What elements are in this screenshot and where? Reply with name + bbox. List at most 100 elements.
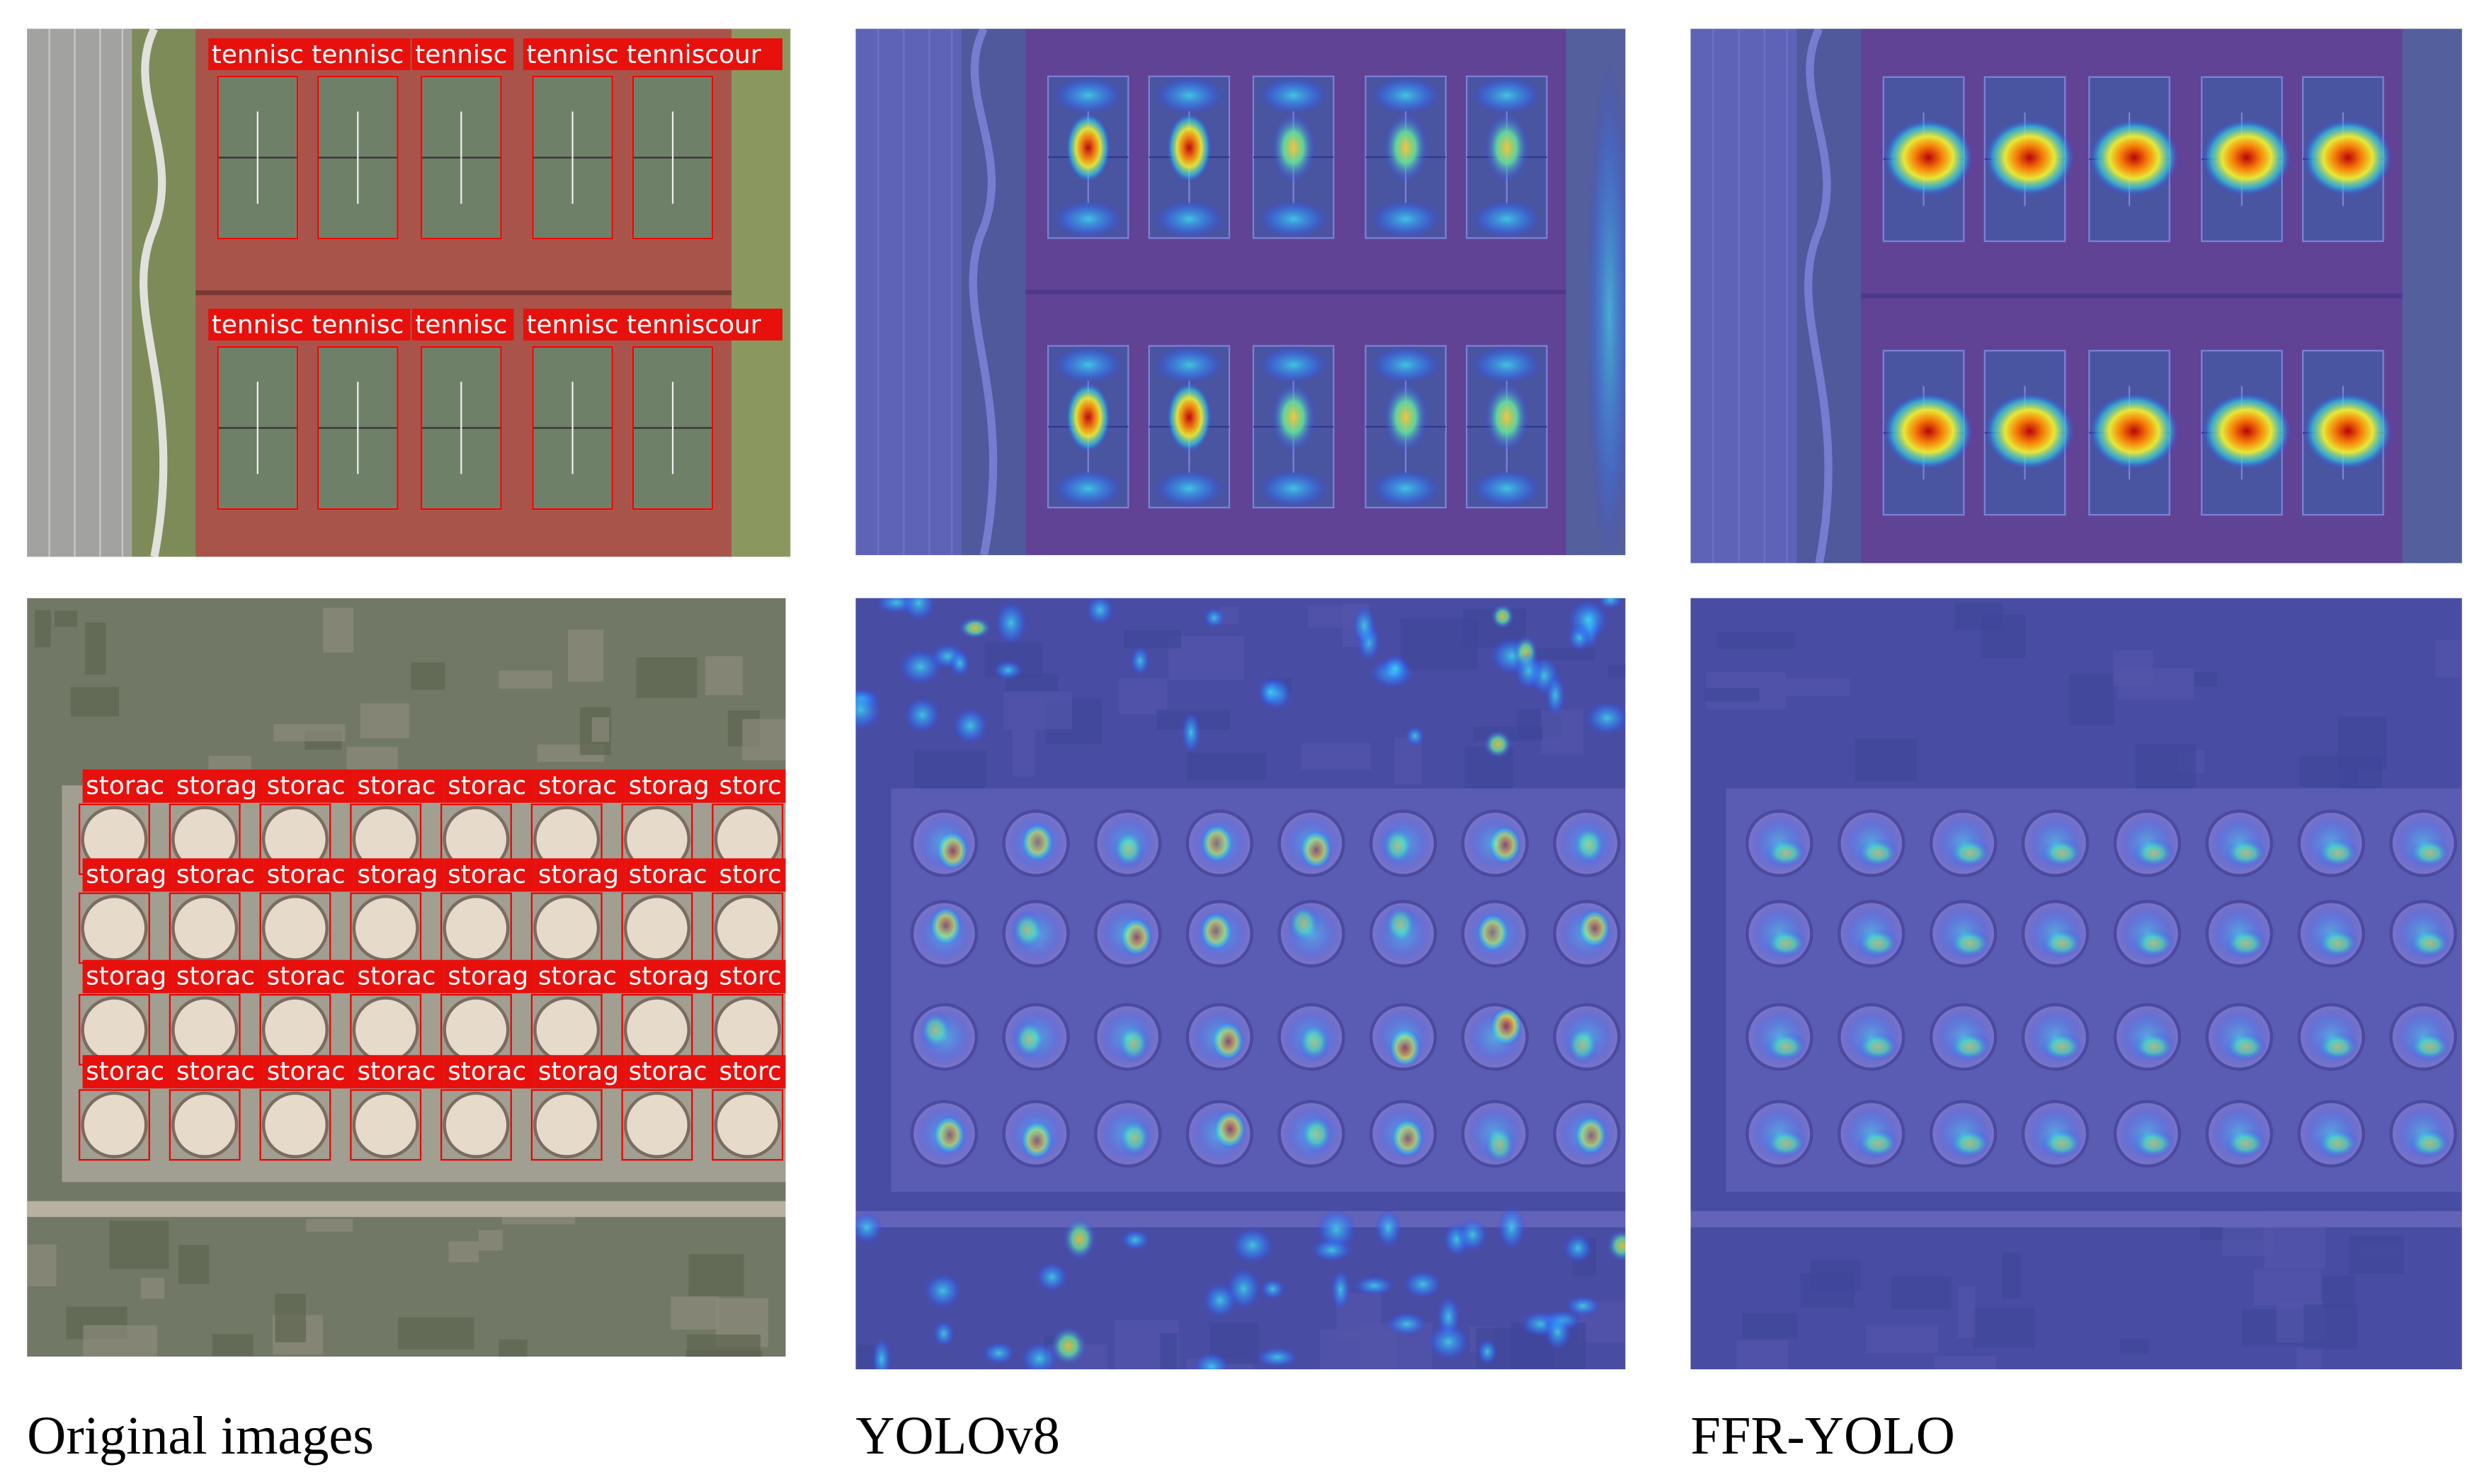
heat-blob: [1098, 814, 1157, 873]
heat-blob: [994, 600, 1027, 646]
heat-blob: [1557, 1105, 1616, 1163]
heat-blob: [1883, 392, 1973, 470]
detection-label: storc: [719, 961, 781, 991]
detection-box: [421, 346, 502, 510]
heat-blob: [1062, 1217, 1097, 1261]
heat-blob: [2303, 392, 2393, 470]
detection-box: [530, 1089, 603, 1161]
detection-label: storac: [267, 860, 346, 889]
terrain: [70, 687, 119, 717]
heat-blob: [1098, 1105, 1157, 1163]
detection-label-bg: [208, 38, 310, 71]
detection-label: tennisc: [212, 311, 304, 340]
heat-overlay: [1690, 28, 2462, 564]
tank: [352, 996, 419, 1063]
heat-blob: [2394, 1008, 2453, 1066]
terrain: [688, 1254, 744, 1296]
heat-blob: [1066, 113, 1111, 183]
tank: [714, 894, 781, 961]
tank: [352, 894, 419, 961]
detection-box: [317, 75, 399, 240]
terrain: [499, 1339, 528, 1357]
tank: [81, 996, 148, 1063]
heat-blob: [1934, 814, 1993, 873]
detection-label: storc: [719, 860, 781, 889]
detection-label-bg: [353, 959, 445, 993]
heat-blob: [1383, 382, 1428, 452]
detection-label-bg: [535, 858, 626, 892]
heat-blob: [899, 649, 942, 685]
detection-label-bg: [625, 858, 716, 892]
terrain: [275, 1294, 306, 1342]
heat-blob: [2118, 1008, 2177, 1066]
detection-label: storac: [357, 961, 435, 991]
detection-label-bg: [173, 1055, 264, 1089]
heat-blob: [1403, 1269, 1442, 1299]
heat-blob: [1497, 1205, 1526, 1250]
heat-blob: [1471, 76, 1542, 115]
terrain: [360, 703, 409, 738]
heat-blob: [1260, 1278, 1285, 1300]
heat-blob: [950, 650, 971, 677]
detection-label-bg: [715, 769, 786, 803]
tank: [714, 1091, 781, 1158]
detection-label-bg: [263, 858, 354, 892]
image-panel: tennisc tennisc tennisc tennisc tenniscour te…: [27, 28, 791, 557]
heat-blob: [2202, 392, 2292, 470]
heat-blob: [1370, 76, 1441, 115]
tank: [261, 894, 329, 961]
detection-label: storac: [357, 771, 435, 800]
detection-label-bg: [82, 858, 173, 892]
heat-blob: [1750, 1105, 1809, 1163]
detection-label-bg: [535, 769, 626, 803]
detection-box: [632, 346, 714, 510]
detection-label: tenniscour: [627, 311, 761, 340]
detection-label-bg: [625, 769, 716, 803]
terrain: [55, 610, 78, 627]
heat-blob: [1190, 1105, 1249, 1163]
heat-blob: [1567, 599, 1610, 641]
detection-label: tennisc: [415, 311, 507, 340]
detection-label-bg: [411, 308, 514, 341]
heat-blob: [1428, 1323, 1469, 1361]
detection-label-bg: [625, 1055, 716, 1089]
heat-blob: [2302, 1105, 2361, 1163]
heat-blob: [1476, 1338, 1498, 1365]
heat-blob: [1066, 382, 1111, 452]
detection-label-bg: [523, 308, 625, 341]
detection-label-bg: [523, 38, 625, 71]
tank: [171, 1091, 239, 1158]
detection-label-bg: [263, 1055, 354, 1089]
heat-blob: [1282, 1008, 1340, 1066]
heat-blob: [1154, 469, 1225, 508]
detection-label: tennisc: [526, 40, 618, 69]
heat-blob: [1471, 469, 1542, 508]
tank: [261, 996, 329, 1063]
terrain: [568, 629, 604, 682]
heat-blob: [1466, 814, 1525, 873]
detection-label: storac: [448, 771, 526, 800]
heat-blob: [1270, 382, 1316, 452]
heat-blob: [1557, 904, 1616, 963]
heat-blob: [1352, 605, 1377, 646]
image-content: [855, 28, 1626, 556]
heat-blob: [2118, 814, 2177, 873]
detection-label-bg: [535, 959, 626, 993]
detection-label-bg: [623, 308, 783, 341]
heat-blob: [2026, 1105, 2085, 1163]
heat-blob: [1154, 76, 1225, 115]
heat-blob: [1565, 1295, 1601, 1317]
heat-blob: [1231, 1227, 1275, 1264]
detection-box: [317, 346, 399, 510]
detection-label: storac: [86, 1057, 164, 1086]
heat-blob: [1052, 469, 1124, 508]
heat-blob: [993, 659, 1024, 681]
detection-label: storag: [448, 961, 528, 991]
heat-blob: [1190, 1008, 1249, 1066]
heat-blob: [1984, 118, 2075, 197]
detection-label-bg: [444, 858, 535, 892]
terrain: [35, 610, 51, 648]
heat-blob: [1585, 701, 1626, 736]
detection-box: [79, 1089, 150, 1161]
